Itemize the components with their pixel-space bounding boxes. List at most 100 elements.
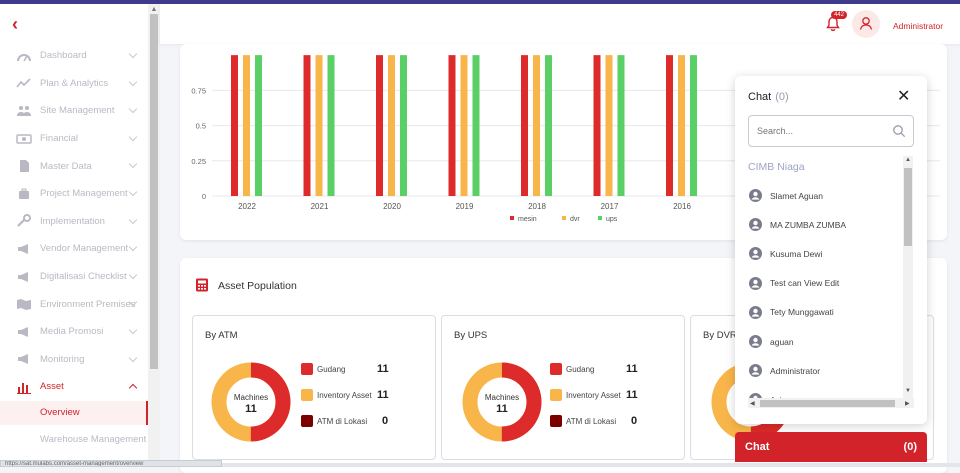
chat-count: (0) — [775, 91, 788, 103]
sidebar-item-label: Monitoring — [40, 354, 84, 365]
bar-mesin-2022[interactable] — [231, 55, 238, 196]
sidebar-scroll-thumb[interactable] — [150, 14, 158, 369]
sidebar-item-implementation[interactable]: Implementation — [0, 208, 148, 236]
back-chevron-icon[interactable]: ‹ — [12, 14, 18, 35]
scroll-left-arrow-icon[interactable]: ◀ — [750, 400, 755, 407]
bar-dvr-2018[interactable] — [533, 55, 540, 196]
chevron-down-icon[interactable] — [129, 326, 137, 334]
megaphone-icon — [16, 242, 32, 256]
chat-bar-label: Chat — [745, 441, 769, 453]
sidebar-item-master-data[interactable]: Master Data — [0, 152, 148, 180]
chat-user-name: Administrator — [770, 366, 820, 376]
legend-gudang: Gudang — [301, 363, 345, 375]
sidebar-item-environment-premises[interactable]: Environment Premises — [0, 290, 148, 318]
sidebar-item-monitoring[interactable]: Monitoring — [0, 346, 148, 374]
bar-dvr-2016[interactable] — [678, 55, 685, 196]
bar-mesin-2020[interactable] — [376, 55, 383, 196]
legend-atm-lokasi: ATM di Lokasi — [550, 415, 616, 427]
x-tick-label: 2017 — [601, 202, 619, 211]
x-tick-label: 2016 — [673, 202, 691, 211]
chat-panel: Chat(0) ✕ CIMB Niaga Slamet AguanMA ZUMB… — [735, 76, 927, 424]
calculator-icon — [195, 278, 209, 292]
sidebar-item-site-management[interactable]: Site Management — [0, 97, 148, 125]
chat-horizontal-scroll-thumb[interactable] — [760, 400, 895, 407]
chevron-down-icon[interactable] — [129, 77, 137, 85]
card-title: By ATM — [205, 330, 238, 341]
chevron-down-icon[interactable] — [129, 50, 137, 58]
chat-toggle-bar[interactable]: Chat (0) — [735, 432, 927, 462]
scroll-up-arrow-icon[interactable]: ▲ — [905, 157, 911, 163]
bar-ups-2018[interactable] — [545, 55, 552, 196]
wrench-icon — [16, 214, 32, 228]
bar-mesin-2021[interactable] — [304, 55, 311, 196]
sidebar-item-financial[interactable]: Financial — [0, 125, 148, 153]
bar-ups-2020[interactable] — [400, 55, 407, 196]
chat-user-item[interactable]: Kusuma Dewi — [735, 239, 903, 268]
map-icon — [16, 297, 32, 311]
bar-ups-2019[interactable] — [473, 55, 480, 196]
bar-ups-2016[interactable] — [690, 55, 697, 196]
chevron-down-icon[interactable] — [129, 160, 137, 168]
chevron-down-icon[interactable] — [129, 188, 137, 196]
chat-vertical-scroll-thumb[interactable] — [904, 168, 912, 246]
sidebar-item-vendor-management[interactable]: Vendor Management — [0, 235, 148, 263]
donut-center-value: 11 — [496, 403, 508, 415]
avatar[interactable] — [852, 10, 880, 38]
bar-ups-2021[interactable] — [328, 55, 335, 196]
sidebar-subitem-warehouse-management[interactable]: Warehouse Management — [0, 425, 148, 455]
bar-dvr-2019[interactable] — [461, 55, 468, 196]
chevron-down-icon[interactable] — [129, 384, 137, 392]
username-label[interactable]: Administrator — [893, 21, 943, 31]
close-icon[interactable]: ✕ — [897, 86, 910, 106]
bar-mesin-2016[interactable] — [666, 55, 673, 196]
chat-user-item[interactable]: Slamet Aguan — [735, 181, 903, 210]
search-icon[interactable] — [892, 124, 906, 138]
bar-dvr-2017[interactable] — [606, 55, 613, 196]
chevron-down-icon[interactable] — [129, 133, 137, 141]
legend-label: Inventory Asset — [566, 391, 621, 400]
sidebar-subitem-overview[interactable]: Overview — [0, 401, 148, 425]
chevron-down-icon[interactable] — [129, 215, 137, 223]
chat-user-item[interactable]: Test can View Edit — [735, 269, 903, 298]
bar-ups-2017[interactable] — [618, 55, 625, 196]
sidebar-item-label: Digitalisasi Checklist — [40, 271, 127, 282]
legend-label-dvr[interactable]: dvr — [570, 216, 580, 223]
x-tick-label: 2018 — [528, 202, 546, 211]
bar-dvr-2022[interactable] — [243, 55, 250, 196]
legend-label-ups[interactable]: ups — [606, 216, 618, 223]
y-tick-label: 0.75 — [191, 86, 206, 95]
chat-user-item[interactable]: Administrator — [735, 356, 903, 385]
chat-title: Chat — [748, 91, 771, 103]
sidebar-item-label: Dashboard — [40, 50, 86, 61]
user-circle-icon — [749, 306, 762, 319]
chevron-down-icon[interactable] — [129, 353, 137, 361]
legend-label: ATM di Lokasi — [566, 417, 616, 426]
bar-mesin-2019[interactable] — [449, 55, 456, 196]
sidebar-item-project-management[interactable]: Project Management — [0, 180, 148, 208]
sidebar-item-plan-analytics[interactable]: Plan & Analytics — [0, 70, 148, 98]
legend-label-mesin[interactable]: mesin — [518, 216, 537, 223]
bar-mesin-2018[interactable] — [521, 55, 528, 196]
chat-search-input[interactable] — [748, 115, 914, 147]
chat-user-item[interactable]: aguan — [735, 327, 903, 356]
x-tick-label: 2019 — [456, 202, 474, 211]
user-circle-icon — [749, 277, 762, 290]
chevron-down-icon[interactable] — [129, 105, 137, 113]
chat-user-item[interactable]: Tety Munggawati — [735, 298, 903, 327]
scroll-up-arrow-icon[interactable]: ▲ — [150, 6, 158, 13]
legend-value: 11 — [626, 389, 638, 401]
sidebar-item-media-promosi[interactable]: Media Promosi — [0, 318, 148, 346]
legend-swatch-ups — [598, 216, 602, 220]
scroll-right-arrow-icon[interactable]: ▶ — [905, 400, 910, 407]
bar-ups-2022[interactable] — [255, 55, 262, 196]
chevron-down-icon[interactable] — [129, 271, 137, 279]
sidebar-item-asset[interactable]: Asset — [0, 373, 148, 401]
bar-dvr-2021[interactable] — [316, 55, 323, 196]
bar-dvr-2020[interactable] — [388, 55, 395, 196]
sidebar-item-digitalisasi-checklist[interactable]: Digitalisasi Checklist — [0, 263, 148, 291]
chat-user-item[interactable]: MA ZUMBA ZUMBA — [735, 210, 903, 239]
chevron-down-icon[interactable] — [129, 243, 137, 251]
bar-mesin-2017[interactable] — [594, 55, 601, 196]
sidebar-item-dashboard[interactable]: Dashboard — [0, 42, 148, 70]
scroll-down-arrow-icon[interactable]: ▼ — [905, 388, 911, 394]
